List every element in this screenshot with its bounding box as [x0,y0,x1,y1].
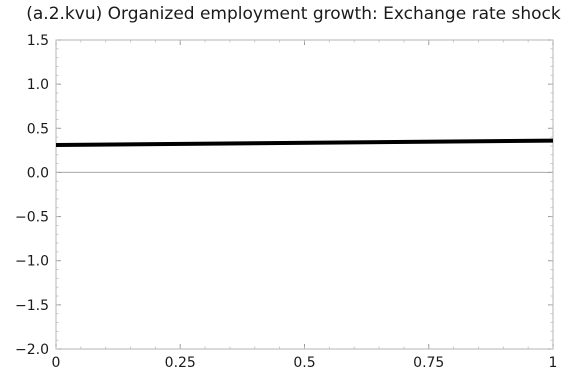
y-tick-label: 0.0 [27,165,49,181]
plot-frame [55,39,554,350]
y-tick-label: 1.0 [27,77,49,93]
y-tick-label: 1.5 [27,33,49,49]
x-tick-label: 0.75 [413,355,444,371]
x-tick-label: 0.5 [293,355,315,371]
y-tick-label: −0.5 [15,210,49,226]
x-tick-label: 0 [52,355,61,371]
y-tick-label: 0.5 [27,121,49,137]
y-tick-label: −1.5 [15,298,49,314]
chart-title: (a.2.kvu) Organized employment growth: E… [26,4,561,24]
y-tick-label: −2.0 [15,342,49,358]
y-tick-label: −1.0 [15,254,49,270]
x-tick-label: 1 [549,355,558,371]
x-tick-label: 0.25 [165,355,196,371]
series-line [55,138,554,148]
